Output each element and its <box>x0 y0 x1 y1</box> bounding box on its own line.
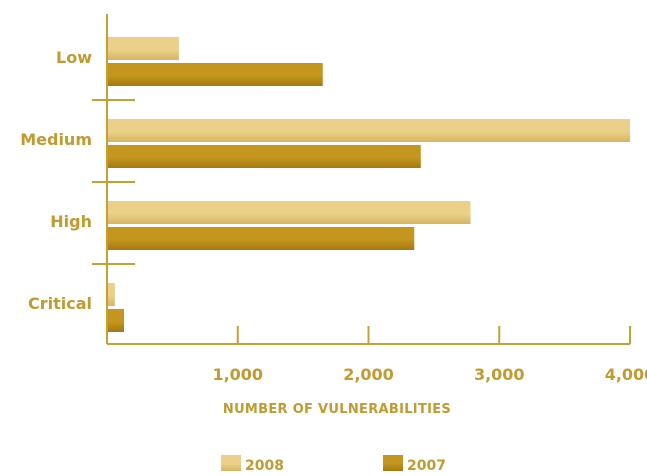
category-label-low: Low <box>56 48 92 67</box>
legend-label-2007: 2007 <box>407 458 446 474</box>
legend: 2008 2007 <box>221 455 446 474</box>
x-tick-label: 4,000 <box>605 365 647 384</box>
bar-critical-2007 <box>107 309 124 332</box>
x-tick-label: 2,000 <box>343 365 394 384</box>
bar-low-2008 <box>107 37 179 60</box>
x-axis-title: NUMBER OF VULNERABILITIES <box>223 402 451 417</box>
axes-layer <box>92 14 631 345</box>
bar-critical-2008 <box>107 283 115 306</box>
category-label-critical: Critical <box>28 294 92 313</box>
bar-medium-2007 <box>107 145 421 168</box>
labels-layer: Low Medium High Critical 1,000 2,000 3,000 4,00… <box>20 48 647 384</box>
bar-high-2007 <box>107 227 415 250</box>
legend-label-2008: 2008 <box>245 458 284 474</box>
x-tick-label: 1,000 <box>212 365 263 384</box>
legend-swatch-2008 <box>221 455 241 471</box>
x-tick-label: 3,000 <box>474 365 525 384</box>
category-label-medium: Medium <box>20 130 92 149</box>
bar-medium-2008 <box>107 119 630 142</box>
bars-layer <box>107 37 630 332</box>
legend-swatch-2007 <box>383 455 403 471</box>
category-label-high: High <box>50 212 92 231</box>
bar-low-2007 <box>107 63 323 86</box>
bar-high-2008 <box>107 201 471 224</box>
